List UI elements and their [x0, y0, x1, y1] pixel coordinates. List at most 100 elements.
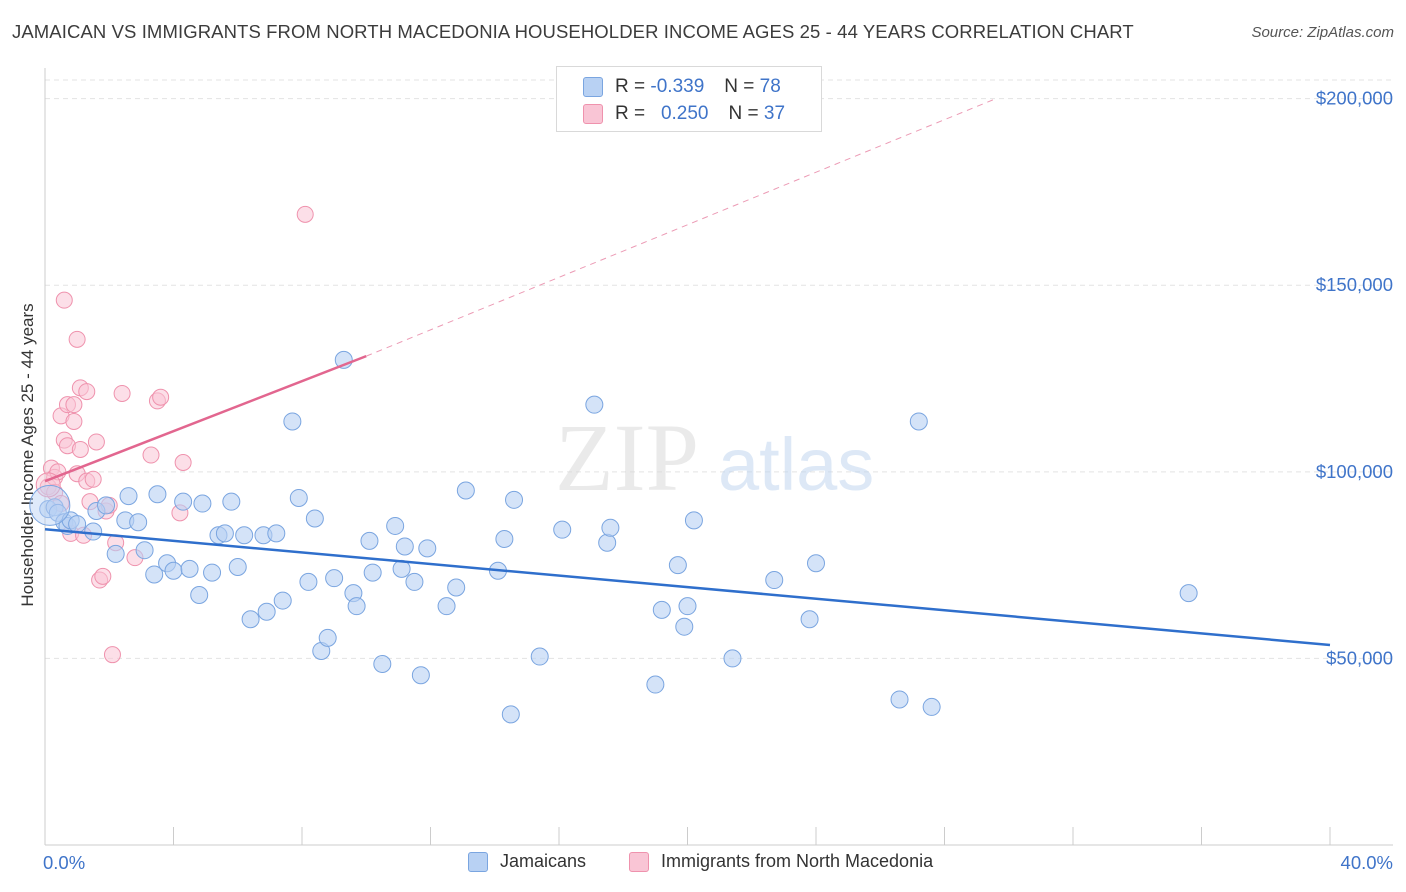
data-point-jamaicans	[447, 578, 466, 597]
data-point-north-macedonia	[65, 412, 83, 430]
legend-row-jamaicans: R = -0.339 N = 78	[583, 74, 781, 100]
data-point-jamaicans	[678, 597, 697, 616]
data-point-jamaicans	[119, 487, 138, 506]
y-tick-label: $100,000	[1316, 461, 1393, 482]
data-point-jamaicans	[684, 511, 703, 530]
data-point-north-macedonia	[94, 567, 112, 585]
data-point-north-macedonia	[87, 433, 105, 451]
y-tick-label: $150,000	[1316, 274, 1393, 295]
data-point-jamaicans	[289, 488, 308, 507]
legend-label-north-macedonia: Immigrants from North Macedonia	[661, 851, 934, 871]
data-point-jamaicans	[456, 481, 475, 500]
legend-label-jamaicans: Jamaicans	[500, 851, 587, 871]
data-point-jamaicans	[386, 516, 405, 535]
data-point-jamaicans	[922, 697, 941, 716]
data-point-jamaicans	[360, 531, 379, 550]
data-point-jamaicans	[228, 557, 247, 576]
data-point-jamaicans	[129, 513, 148, 532]
legend-r-label: R =	[615, 103, 646, 124]
legend-r-value: -0.339	[650, 76, 705, 97]
legend-row-north-macedonia: R = 0.250 N = 37	[583, 101, 785, 127]
data-point-north-macedonia	[78, 383, 96, 401]
data-point-jamaicans	[1179, 584, 1198, 603]
data-point-north-macedonia	[55, 291, 73, 309]
data-point-jamaicans	[174, 492, 193, 511]
data-point-north-macedonia	[84, 470, 102, 488]
data-point-jamaicans	[148, 485, 167, 504]
data-point-jamaicans	[807, 554, 825, 573]
trend-line-north-macedonia	[44, 354, 367, 483]
series-north-macedonia-points	[35, 205, 314, 664]
data-point-jamaicans	[84, 522, 103, 541]
data-point-jamaicans	[222, 492, 241, 511]
data-point-jamaicans	[305, 509, 324, 528]
data-point-jamaicans	[215, 524, 234, 543]
gridlines	[45, 79, 1393, 659]
data-point-north-macedonia	[113, 384, 131, 402]
axes	[44, 68, 1393, 846]
data-point-jamaicans	[203, 563, 222, 582]
data-point-jamaicans	[193, 494, 212, 513]
data-point-jamaicans	[668, 556, 687, 575]
data-point-jamaicans	[495, 530, 514, 548]
legend-item-jamaicans: Jamaicans	[468, 851, 586, 872]
legend-r-label: R =	[615, 76, 646, 97]
x-tick-label: 0.0%	[43, 852, 85, 873]
data-point-jamaicans	[418, 539, 437, 558]
legend-item-north-macedonia: Immigrants from North Macedonia	[629, 851, 933, 872]
watermark-atlas: atlas	[718, 423, 874, 506]
series-jamaicans-points	[29, 350, 1198, 724]
data-point-jamaicans	[909, 412, 928, 431]
data-point-jamaicans	[135, 541, 154, 560]
data-point-jamaicans	[652, 600, 671, 619]
data-point-north-macedonia	[174, 454, 192, 471]
data-point-jamaicans	[646, 675, 665, 694]
y-tick-label: $200,000	[1316, 88, 1393, 109]
trend-lines	[44, 98, 1331, 647]
data-point-jamaicans	[325, 569, 344, 588]
data-point-jamaicans	[553, 520, 572, 539]
data-point-north-macedonia	[296, 205, 314, 223]
data-point-jamaicans	[585, 395, 604, 414]
data-point-north-macedonia	[142, 446, 160, 464]
data-point-jamaicans	[68, 515, 87, 534]
legend-swatch-blue	[468, 851, 488, 872]
watermark-zip: ZIP	[555, 404, 699, 511]
data-point-jamaicans	[299, 572, 318, 591]
data-point-jamaicans	[800, 610, 819, 629]
data-point-jamaicans	[164, 561, 183, 580]
legend-swatch-blue	[583, 77, 603, 97]
legend-n-label: N =	[728, 103, 759, 124]
data-point-jamaicans	[723, 649, 742, 668]
data-point-cluster-jamaicans	[29, 484, 71, 526]
data-point-jamaicans	[106, 544, 125, 563]
data-point-jamaicans	[347, 597, 366, 616]
data-point-jamaicans	[505, 490, 524, 509]
data-point-jamaicans	[437, 597, 456, 616]
data-point-jamaicans	[395, 537, 414, 556]
legend-n-value: 78	[759, 76, 781, 97]
data-point-jamaicans	[765, 571, 784, 590]
data-point-jamaicans	[411, 666, 430, 685]
legend-swatch-pink	[583, 104, 603, 124]
trend-line-jamaicans	[44, 528, 1331, 647]
correlation-legend: R = -0.339 N = 78 R = 0.250 N = 37	[556, 66, 822, 132]
data-point-north-macedonia	[68, 330, 86, 348]
data-point-jamaicans	[190, 585, 209, 604]
data-point-jamaicans	[235, 526, 254, 545]
data-point-jamaicans	[373, 655, 392, 674]
data-point-jamaicans	[97, 496, 116, 515]
data-point-jamaicans	[273, 591, 292, 610]
data-point-jamaicans	[267, 524, 286, 543]
data-point-jamaicans	[501, 705, 520, 724]
data-point-jamaicans	[598, 533, 617, 552]
data-point-jamaicans	[405, 572, 424, 591]
data-point-jamaicans	[180, 559, 199, 578]
x-tick-labels: 0.0% 40.0%	[43, 852, 1393, 873]
legend-r-value: 0.250	[660, 103, 709, 124]
trend-extension-north-macedonia	[366, 98, 997, 357]
data-point-north-macedonia	[71, 440, 89, 458]
x-tick-label: 40.0%	[1341, 852, 1393, 873]
y-tick-label: $50,000	[1326, 647, 1393, 668]
